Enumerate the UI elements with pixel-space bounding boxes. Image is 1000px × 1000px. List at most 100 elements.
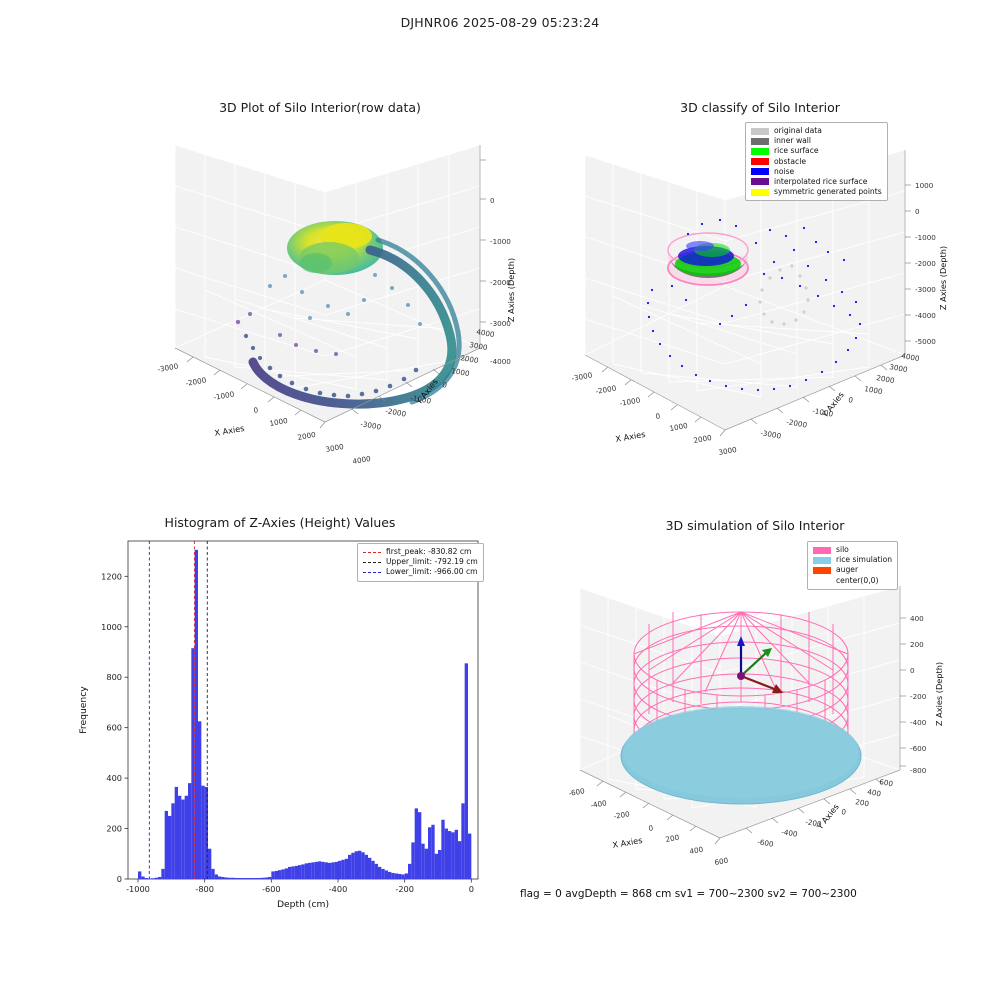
svg-text:-400: -400 xyxy=(910,718,927,727)
classified-cluster xyxy=(646,218,862,392)
panel-3d-classify-canvas[interactable]: -3000 -2000 -1000 0 1000 2000 3000 -3000… xyxy=(560,100,960,480)
histogram-bar xyxy=(381,868,385,879)
svg-text:-400: -400 xyxy=(781,827,799,839)
legend-item-interpolated-rice-surface[interactable]: interpolated rice surface xyxy=(751,177,882,187)
svg-text:-2000: -2000 xyxy=(385,406,408,419)
legend-item-original-data[interactable]: original data xyxy=(751,126,882,136)
svg-text:0: 0 xyxy=(490,196,495,205)
histogram-bar xyxy=(174,786,178,879)
center-marker xyxy=(737,672,745,680)
legend-item-symmetric-generated-points[interactable]: symmetric generated points xyxy=(751,187,882,197)
histogram-xtick-labels: -1000 -800 -600 -400 -200 0 xyxy=(126,879,474,894)
svg-text:400: 400 xyxy=(867,787,882,798)
axes3d-gridlines xyxy=(584,160,906,398)
axes3d-spines xyxy=(579,586,901,839)
legend-item-obstacle[interactable]: obstacle xyxy=(751,157,882,167)
legend-label: obstacle xyxy=(774,156,807,166)
histogram-bar xyxy=(271,871,275,879)
panel4-zlabel: Z Axies (Depth) xyxy=(934,662,944,726)
histogram-bar xyxy=(194,549,198,879)
svg-text:400: 400 xyxy=(910,614,924,623)
histogram-bar xyxy=(178,795,182,879)
histogram-legend[interactable]: first_peak: -830.82 cm Upper_limit: -792… xyxy=(357,543,484,582)
histogram-bar xyxy=(144,877,148,879)
legend-item-lower-limit[interactable]: Lower_limit: -966.00 cm xyxy=(363,567,478,577)
panel-histogram-canvas[interactable]: -1000 -800 -600 -400 -200 0 0 200 400 600 800 1000… xyxy=(60,515,500,915)
legend-item-rice-simulation[interactable]: rice simulation xyxy=(813,555,892,565)
axes3d-spines xyxy=(584,150,906,431)
simulation-legend[interactable]: silo rice simulation auger center(0,0) xyxy=(807,541,899,590)
axes3d-panes xyxy=(584,149,907,431)
histogram-bar xyxy=(311,862,315,879)
histogram-bar xyxy=(448,831,452,879)
legend-label: silo xyxy=(836,545,849,554)
legend-label: symmetric generated points xyxy=(774,187,882,197)
svg-text:0: 0 xyxy=(655,411,661,421)
histogram-bar xyxy=(401,874,405,879)
svg-text:2000: 2000 xyxy=(297,430,317,442)
panel-3d-raw[interactable]: 3D Plot of Silo Interior(row data) xyxy=(120,100,520,480)
histogram-bar xyxy=(224,877,228,879)
histogram-bar xyxy=(451,832,455,879)
panel-3d-raw-canvas[interactable]: -3000 -2000 -1000 0 1000 2000 3000 4000 … xyxy=(120,100,520,480)
histogram-ytick: 1200 xyxy=(101,571,122,581)
legend-item-upper-limit[interactable]: Upper_limit: -792.19 cm xyxy=(363,557,478,567)
svg-text:-4000: -4000 xyxy=(490,357,511,366)
rice-simulation-surface xyxy=(620,706,862,805)
histogram-bar xyxy=(281,869,285,879)
histogram-bar xyxy=(214,874,218,879)
panel-3d-classify[interactable]: 3D classify of Silo Interior xyxy=(560,100,960,480)
svg-text:200: 200 xyxy=(910,640,924,649)
histogram-bar xyxy=(171,803,175,879)
svg-text:400: 400 xyxy=(689,845,704,856)
panel-3d-classify-title: 3D classify of Silo Interior xyxy=(680,100,840,115)
histogram-bar xyxy=(201,785,205,879)
legend-item-auger[interactable]: auger xyxy=(813,565,892,575)
svg-text:-1000: -1000 xyxy=(619,395,642,408)
panel2-xlabel: X Axies xyxy=(615,429,647,444)
legend-item-first-peak[interactable]: first_peak: -830.82 cm xyxy=(363,547,478,557)
histogram-bar xyxy=(338,860,342,879)
legend-item-noise[interactable]: noise xyxy=(751,167,882,177)
classify-legend[interactable]: original data inner wall rice surface ob… xyxy=(745,122,888,202)
legend-item-inner-wall[interactable]: inner wall xyxy=(751,136,882,146)
axes3d-ticks xyxy=(596,617,906,845)
legend-item-center[interactable]: center(0,0) xyxy=(813,576,892,586)
panel-histogram[interactable]: Histogram of Z-Axies (Height) Values -10… xyxy=(60,515,500,915)
axes3d-spines xyxy=(174,145,481,423)
histogram-bar xyxy=(434,853,438,879)
histogram-bar xyxy=(344,858,348,879)
histogram-bar xyxy=(301,864,305,879)
panel-3d-simulation-canvas[interactable]: -600 -400 -200 0 200 400 600 -600 -400 -… xyxy=(545,518,965,898)
svg-text:0: 0 xyxy=(910,666,915,675)
histogram-xtick: -1000 xyxy=(126,884,150,894)
legend-item-silo[interactable]: silo xyxy=(813,545,892,555)
svg-text:-2000: -2000 xyxy=(490,278,511,287)
histogram-threshold-lines xyxy=(148,541,208,879)
legend-label: first_peak: -830.82 cm xyxy=(386,547,472,556)
svg-text:3000: 3000 xyxy=(718,445,738,457)
histogram-bar xyxy=(284,868,288,879)
svg-text:-3000: -3000 xyxy=(571,370,594,383)
line-upper-limit xyxy=(363,561,381,563)
histogram-bar xyxy=(241,877,245,879)
panel-3d-simulation[interactable]: 3D simulation of Silo Interior xyxy=(545,518,965,898)
histogram-bar xyxy=(181,799,185,879)
legend-item-rice-surface[interactable]: rice surface xyxy=(751,146,882,156)
histogram-bar xyxy=(421,843,425,879)
svg-text:1000: 1000 xyxy=(864,384,884,396)
svg-text:-3000: -3000 xyxy=(157,361,180,374)
histogram-bar xyxy=(391,872,395,879)
histogram-xtick: -400 xyxy=(329,884,348,894)
svg-text:0: 0 xyxy=(253,405,259,415)
panel-3d-simulation-title: 3D simulation of Silo Interior xyxy=(665,518,845,533)
panel1-zlabel: Z Axies (Depth) xyxy=(506,258,516,322)
histogram-bar xyxy=(258,877,262,879)
axes3d-ytick-labels: -600 -400 -200 0 200 400 600 xyxy=(757,777,894,849)
axes3d-ztick-labels: 0 -1000 -2000 -3000 -4000 xyxy=(490,196,511,366)
histogram-xtick: 0 xyxy=(469,884,474,894)
svg-text:-600: -600 xyxy=(910,744,927,753)
histogram-bar xyxy=(424,848,428,879)
histogram-bar xyxy=(354,851,358,879)
